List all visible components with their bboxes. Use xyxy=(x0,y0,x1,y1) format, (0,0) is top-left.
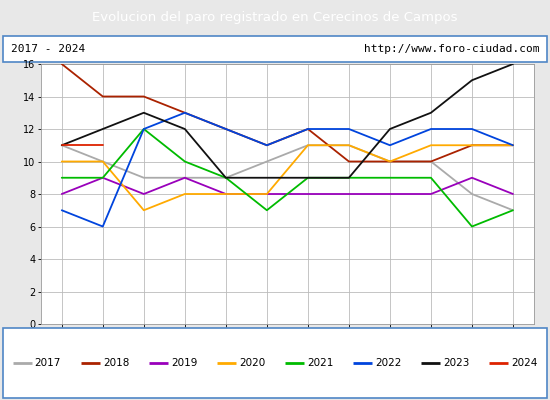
Text: http://www.foro-ciudad.com: http://www.foro-ciudad.com xyxy=(364,44,539,54)
Text: 2021: 2021 xyxy=(307,358,333,368)
Text: 2020: 2020 xyxy=(239,358,265,368)
FancyBboxPatch shape xyxy=(3,36,547,62)
Text: 2023: 2023 xyxy=(443,358,470,368)
Text: Evolucion del paro registrado en Cerecinos de Campos: Evolucion del paro registrado en Cerecin… xyxy=(92,12,458,24)
Text: 2017: 2017 xyxy=(35,358,61,368)
Text: 2019: 2019 xyxy=(171,358,197,368)
Text: 2017 - 2024: 2017 - 2024 xyxy=(11,44,85,54)
Text: 2024: 2024 xyxy=(511,358,537,368)
Text: 2022: 2022 xyxy=(375,358,402,368)
FancyBboxPatch shape xyxy=(3,328,547,398)
Text: 2018: 2018 xyxy=(103,358,129,368)
